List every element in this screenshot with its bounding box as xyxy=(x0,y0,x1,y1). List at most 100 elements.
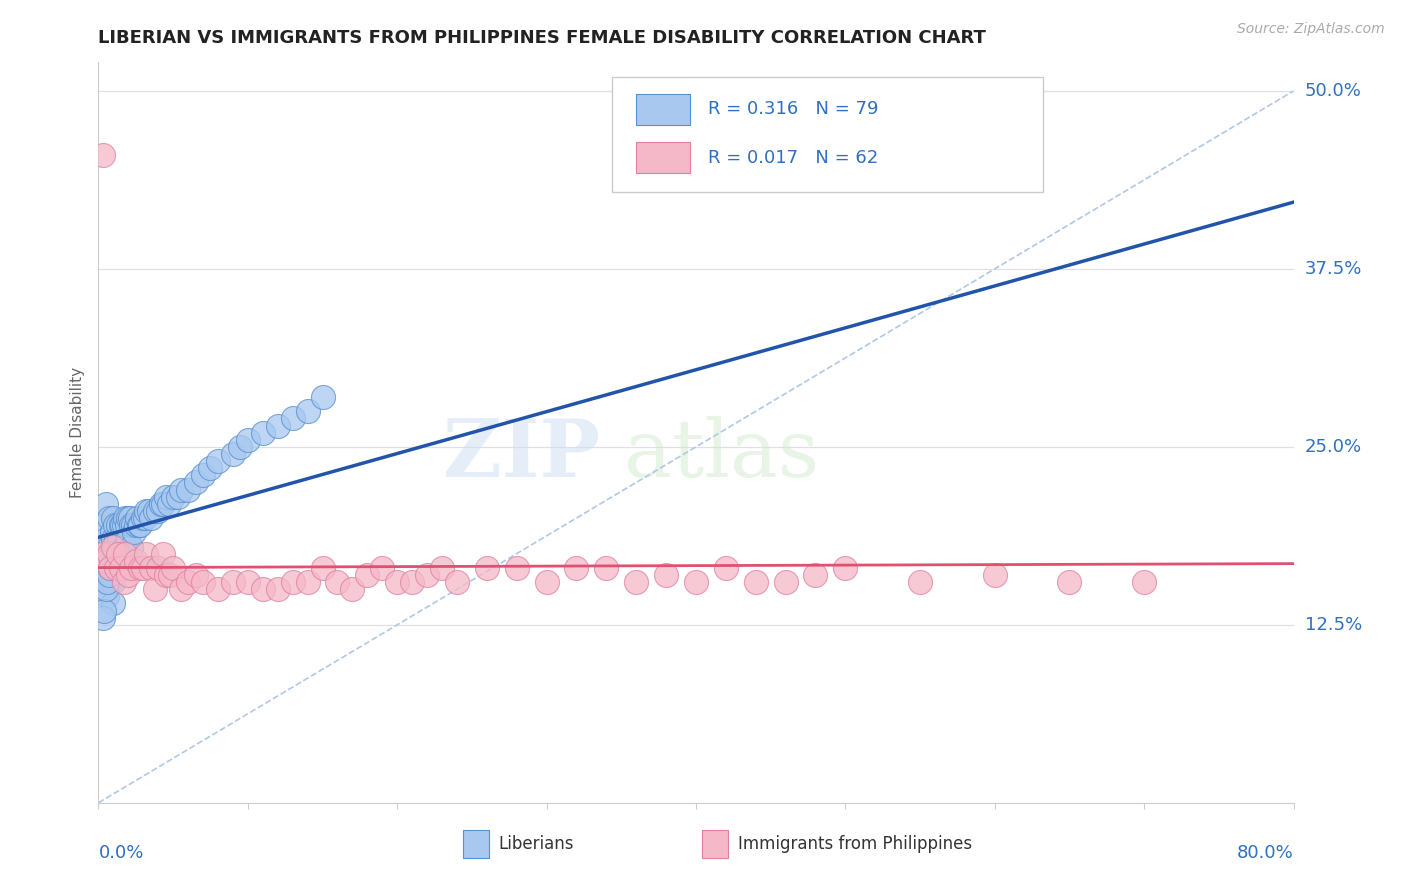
Point xyxy=(107,547,129,561)
Point xyxy=(98,561,122,575)
Point xyxy=(281,411,304,425)
Point xyxy=(120,518,142,533)
Point xyxy=(103,597,125,611)
Point xyxy=(416,568,439,582)
Point xyxy=(162,490,184,504)
Point xyxy=(98,561,122,575)
Point xyxy=(714,561,737,575)
Point xyxy=(506,561,529,575)
Point xyxy=(297,575,319,590)
Point xyxy=(101,525,124,540)
Point xyxy=(91,547,114,561)
Point xyxy=(169,483,191,497)
Point xyxy=(595,561,617,575)
Point xyxy=(236,575,259,590)
Point xyxy=(91,148,114,162)
Point xyxy=(94,497,117,511)
Point xyxy=(110,518,132,533)
Point xyxy=(114,511,136,525)
Point xyxy=(626,575,648,590)
Point xyxy=(177,575,200,590)
Point xyxy=(775,575,797,590)
Point xyxy=(125,518,148,533)
Text: 50.0%: 50.0% xyxy=(1305,82,1361,100)
Point xyxy=(162,561,184,575)
Point xyxy=(97,540,120,554)
Text: Liberians: Liberians xyxy=(499,835,574,854)
Point xyxy=(138,504,160,518)
Point xyxy=(98,554,122,568)
Point xyxy=(91,610,114,624)
Point xyxy=(157,497,180,511)
Point xyxy=(267,418,290,433)
Point xyxy=(200,461,222,475)
Point xyxy=(94,533,117,547)
Point xyxy=(908,575,931,590)
Point xyxy=(110,561,132,575)
FancyBboxPatch shape xyxy=(637,95,690,126)
Point xyxy=(112,540,135,554)
Point xyxy=(128,518,150,533)
Point xyxy=(177,483,200,497)
Point xyxy=(96,590,118,604)
FancyBboxPatch shape xyxy=(613,78,1043,192)
Point xyxy=(111,518,134,533)
Point xyxy=(125,554,148,568)
Point xyxy=(105,561,128,575)
Point xyxy=(120,561,142,575)
Point xyxy=(101,547,124,561)
Point xyxy=(139,561,162,575)
Point xyxy=(184,568,207,582)
Point xyxy=(117,568,139,582)
Point xyxy=(655,568,678,582)
Point xyxy=(281,575,304,590)
Point xyxy=(311,561,333,575)
Point xyxy=(236,433,259,447)
Point xyxy=(93,518,115,533)
Point xyxy=(103,533,125,547)
Point xyxy=(148,561,170,575)
Point xyxy=(356,568,378,582)
Point xyxy=(804,568,827,582)
Point xyxy=(120,540,142,554)
Point xyxy=(745,575,768,590)
Point xyxy=(252,582,274,597)
Point xyxy=(135,547,157,561)
Point xyxy=(112,518,135,533)
Point xyxy=(311,390,333,404)
Point xyxy=(401,575,423,590)
Point xyxy=(166,490,188,504)
Point xyxy=(565,561,588,575)
Point xyxy=(90,575,112,590)
Point xyxy=(536,575,558,590)
Point xyxy=(148,504,170,518)
Point xyxy=(129,518,152,533)
Point xyxy=(104,518,127,533)
Point xyxy=(103,575,125,590)
Point xyxy=(97,511,120,525)
Point xyxy=(96,561,118,575)
Point xyxy=(1059,575,1081,590)
Point xyxy=(207,582,229,597)
Text: Source: ZipAtlas.com: Source: ZipAtlas.com xyxy=(1237,22,1385,37)
Point xyxy=(135,504,157,518)
Point xyxy=(94,554,117,568)
Point xyxy=(159,568,181,582)
Point xyxy=(117,533,139,547)
Point xyxy=(143,504,166,518)
Text: Immigrants from Philippines: Immigrants from Philippines xyxy=(738,835,972,854)
Point xyxy=(91,547,114,561)
Point xyxy=(155,568,177,582)
Point xyxy=(252,425,274,440)
FancyBboxPatch shape xyxy=(637,143,690,173)
Point xyxy=(117,511,139,525)
Point xyxy=(111,547,134,561)
Text: R = 0.017   N = 62: R = 0.017 N = 62 xyxy=(709,149,879,167)
Point xyxy=(127,511,149,525)
Point xyxy=(98,575,122,590)
Point xyxy=(143,582,166,597)
Point xyxy=(1133,575,1156,590)
Text: 25.0%: 25.0% xyxy=(1305,438,1362,456)
Point xyxy=(94,582,117,597)
Point xyxy=(155,490,177,504)
